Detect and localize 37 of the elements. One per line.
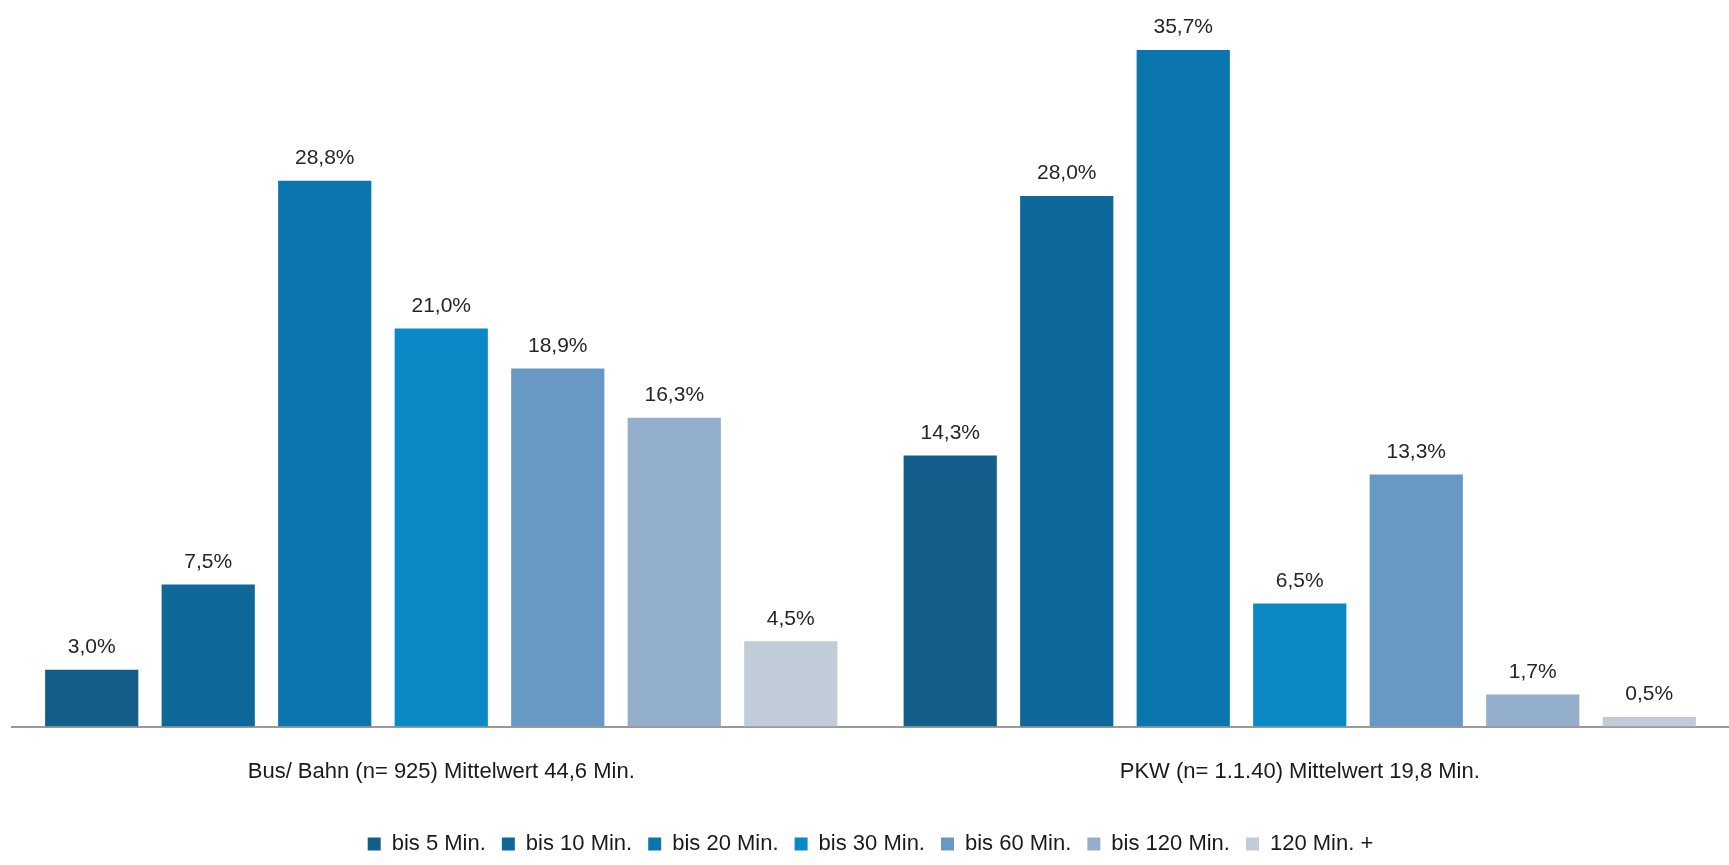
bar <box>278 180 372 727</box>
data-label: 35,7% <box>1153 14 1214 38</box>
legend-label: bis 10 Min. <box>525 830 633 856</box>
legend-label: bis 5 Min. <box>391 830 486 856</box>
data-label: 1,7% <box>1508 658 1557 682</box>
legend-label: 120 Min. + <box>1269 830 1374 856</box>
legend-label: bis 60 Min. <box>964 830 1072 856</box>
bar <box>627 417 721 727</box>
data-label: 4,5% <box>766 605 815 629</box>
bar <box>903 455 997 727</box>
data-label: 6,5% <box>1275 567 1324 591</box>
data-label: 0,5% <box>1625 681 1674 705</box>
legend-label: bis 120 Min. <box>1111 830 1230 856</box>
data-label: 14,3% <box>920 419 980 443</box>
bar <box>394 328 488 727</box>
legend-label: bis 20 Min. <box>672 830 779 856</box>
bar <box>1020 195 1114 727</box>
bar <box>161 584 255 727</box>
data-label: 3,0% <box>67 634 116 658</box>
bar <box>1369 474 1463 727</box>
x-tick-label: PKW (n= 1.1.40) Mittelwert 19,8 Min. <box>1119 757 1480 783</box>
bar <box>1136 50 1230 727</box>
data-label: 28,0% <box>1036 160 1097 184</box>
bar <box>511 368 605 727</box>
data-label: 16,3% <box>644 381 705 405</box>
x-tick-label: Bus/ Bahn (n= 925) Mittelwert 44,6 Min. <box>247 757 635 783</box>
bar <box>1486 694 1580 727</box>
bar <box>1253 603 1347 727</box>
data-label: 18,9% <box>527 332 588 356</box>
data-label: 21,0% <box>411 292 472 316</box>
bar <box>45 669 139 727</box>
data-label: 28,8% <box>294 145 355 169</box>
bar <box>1602 717 1696 727</box>
data-label: 13,3% <box>1386 438 1447 462</box>
bar <box>744 641 838 727</box>
legend-label: bis 30 Min. <box>818 830 925 856</box>
data-label: 7,5% <box>184 548 233 572</box>
